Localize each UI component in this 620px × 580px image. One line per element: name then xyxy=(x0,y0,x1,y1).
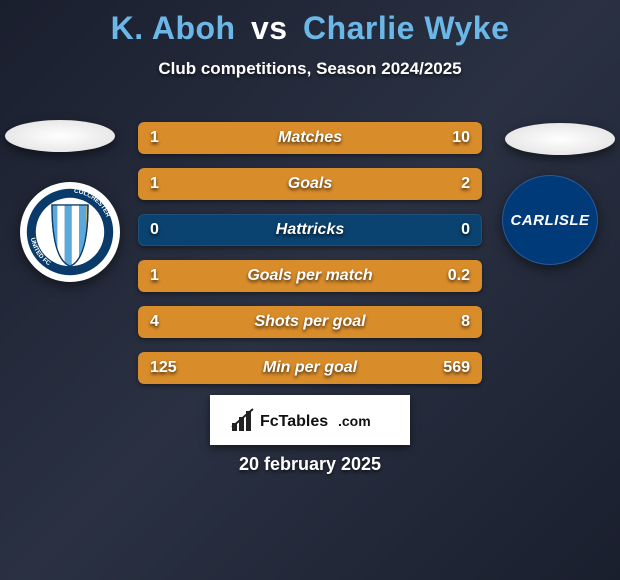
stat-label: Shots per goal xyxy=(254,313,365,331)
stat-label: Min per goal xyxy=(263,359,357,377)
player1-name: K. Aboh xyxy=(111,10,236,46)
player1-avatar-placeholder xyxy=(5,120,115,152)
stat-row: 4 Shots per goal 8 xyxy=(138,306,482,338)
brand-badge: FcTables .com xyxy=(210,395,410,445)
stat-row: 1 Goals per match 0.2 xyxy=(138,260,482,292)
stat-value-right: 2 xyxy=(461,175,470,193)
stat-value-right: 0 xyxy=(461,221,470,239)
stat-row: 125 Min per goal 569 xyxy=(138,352,482,384)
stat-label: Hattricks xyxy=(276,221,344,239)
stat-value-left: 1 xyxy=(150,267,159,285)
stat-value-right: 8 xyxy=(461,313,470,331)
stat-label: Goals per match xyxy=(247,267,372,285)
svg-text:FcTables: FcTables xyxy=(260,413,328,430)
stat-label: Matches xyxy=(278,129,342,147)
stats-container: 1 Matches 10 1 Goals 2 0 Hattricks 0 1 Goals per m… xyxy=(138,122,482,398)
stat-value-left: 0 xyxy=(150,221,159,239)
stat-value-left: 125 xyxy=(150,359,177,377)
stat-value-left: 4 xyxy=(150,313,159,331)
stat-value-left: 1 xyxy=(150,175,159,193)
svg-text:.com: .com xyxy=(338,413,371,429)
vs-text: vs xyxy=(251,10,288,46)
stat-fill-right xyxy=(252,168,482,200)
stat-value-right: 569 xyxy=(443,359,470,377)
stat-label: Goals xyxy=(288,175,332,193)
snapshot-date: 20 february 2025 xyxy=(239,454,381,475)
carlisle-text: CARLISLE xyxy=(511,212,590,229)
comparison-title: K. Aboh vs Charlie Wyke xyxy=(0,0,620,47)
stat-row: 1 Goals 2 xyxy=(138,168,482,200)
fctables-logo-icon: FcTables .com xyxy=(230,405,390,435)
player2-avatar-placeholder xyxy=(505,123,615,155)
stat-value-left: 1 xyxy=(150,129,159,147)
player2-club-badge: CARLISLE xyxy=(502,175,598,265)
stat-value-right: 0.2 xyxy=(448,267,470,285)
colchester-crest-icon: COLCHESTER UNITED FC xyxy=(25,187,115,277)
stat-row: 1 Matches 10 xyxy=(138,122,482,154)
player2-name: Charlie Wyke xyxy=(303,10,509,46)
subtitle: Club competitions, Season 2024/2025 xyxy=(0,59,620,79)
stat-row: 0 Hattricks 0 xyxy=(138,214,482,246)
player1-club-badge: COLCHESTER UNITED FC xyxy=(20,182,120,282)
stat-value-right: 10 xyxy=(452,129,470,147)
